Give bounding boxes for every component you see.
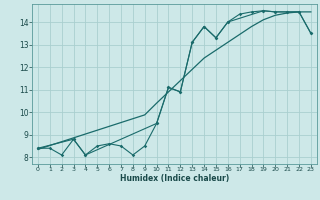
X-axis label: Humidex (Indice chaleur): Humidex (Indice chaleur) [120,174,229,183]
